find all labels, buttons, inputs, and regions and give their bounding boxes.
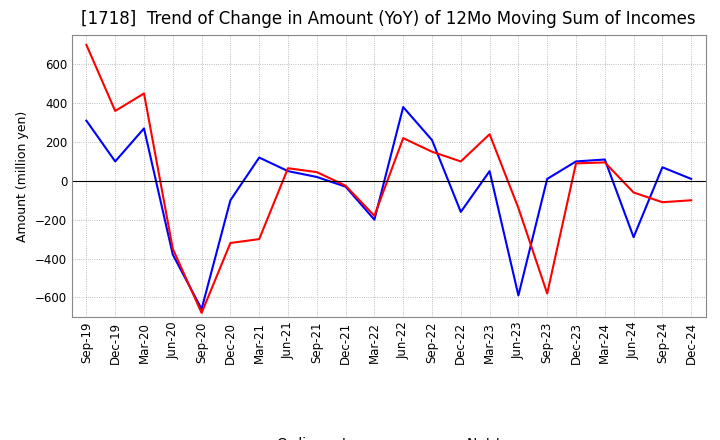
Net Income [168,246,177,252]
Ordinary Income [399,104,408,110]
Net Income [543,291,552,296]
Net Income [341,183,350,188]
Ordinary Income [572,159,580,164]
Ordinary Income [168,252,177,257]
Net Income [284,165,292,171]
Ordinary Income [284,169,292,174]
Ordinary Income [197,306,206,312]
Ordinary Income [687,176,696,182]
Line: Net Income: Net Income [86,45,691,313]
Ordinary Income [82,118,91,123]
Net Income [226,240,235,246]
Net Income [82,42,91,48]
Ordinary Income [514,293,523,298]
Net Income [428,149,436,154]
Net Income [456,159,465,164]
Ordinary Income [341,184,350,189]
Ordinary Income [370,217,379,222]
Ordinary Income [600,157,609,162]
Net Income [312,169,321,175]
Ordinary Income [456,209,465,215]
Ordinary Income [543,176,552,182]
Ordinary Income [140,126,148,131]
Legend: Ordinary Income, Net Income: Ordinary Income, Net Income [226,431,552,440]
Ordinary Income [255,155,264,160]
Ordinary Income [111,159,120,164]
Y-axis label: Amount (million yen): Amount (million yen) [17,110,30,242]
Net Income [111,108,120,114]
Net Income [255,236,264,242]
Net Income [514,205,523,211]
Net Income [629,190,638,195]
Line: Ordinary Income: Ordinary Income [86,107,691,309]
Net Income [140,91,148,96]
Ordinary Income [658,165,667,170]
Net Income [572,161,580,166]
Net Income [485,132,494,137]
Net Income [658,200,667,205]
Net Income [600,160,609,165]
Net Income [399,136,408,141]
Ordinary Income [485,169,494,174]
Net Income [370,213,379,218]
Net Income [687,198,696,203]
Ordinary Income [226,198,235,203]
Ordinary Income [428,137,436,143]
Title: [1718]  Trend of Change in Amount (YoY) of 12Mo Moving Sum of Incomes: [1718] Trend of Change in Amount (YoY) o… [81,10,696,28]
Ordinary Income [629,235,638,240]
Net Income [197,310,206,315]
Ordinary Income [312,174,321,180]
